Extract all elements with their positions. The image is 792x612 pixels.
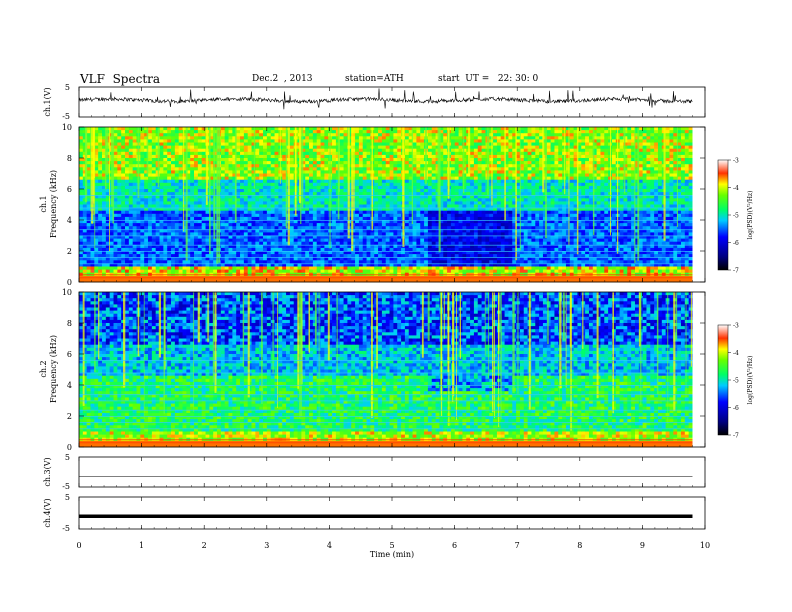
ch2-spec-ytick-0: 0 xyxy=(67,443,72,452)
ch1-spec-ytick-0: 0 xyxy=(67,278,72,287)
ch1-waveform-panel: 5 -5 ch.1(V) xyxy=(43,83,706,121)
ch3-ytick-top: 5 xyxy=(65,453,70,462)
time-tick-3: 3 xyxy=(264,541,269,550)
ch2-spectrogram-image xyxy=(79,292,705,448)
ch1-ylabel: ch.1(V) xyxy=(43,87,52,116)
time-tick-2: 2 xyxy=(202,541,207,550)
ch2-spec-ytick-6: 6 xyxy=(67,350,72,359)
ch2-spec-ytick-10: 10 xyxy=(62,288,72,297)
time-axis-title: Time (min) xyxy=(370,550,414,559)
ch1-colorbar-tick--7: -7 xyxy=(733,268,739,275)
ch3-ytick-bottom: -5 xyxy=(62,482,70,491)
ch1-ytick-bottom: -5 xyxy=(62,112,70,121)
station-label: station=ATH xyxy=(345,74,404,84)
time-tick-0: 0 xyxy=(76,541,81,550)
ch2-colorbar-tick--4: -4 xyxy=(733,350,739,357)
time-tick-5: 5 xyxy=(389,541,394,550)
ch2-spec-ytick-4: 4 xyxy=(67,381,72,390)
ch1-colorbar-label: log(PSD)(V²/Hz) xyxy=(747,191,754,240)
ch2-spec-ytick-8: 8 xyxy=(67,319,72,328)
time-tick-8: 8 xyxy=(577,541,582,550)
ch1-spec-ytick-2: 2 xyxy=(67,247,72,256)
date-label: Dec.2 , 2013 xyxy=(252,74,313,84)
ch1-spectrogram-image xyxy=(79,127,705,283)
time-tick-9: 9 xyxy=(640,541,645,550)
ch2-spec-ytick-2: 2 xyxy=(67,412,72,421)
time-tick-7: 7 xyxy=(515,541,520,550)
ch2-spec-ylabel-channel: ch.2 xyxy=(39,360,48,377)
time-tick-6: 6 xyxy=(452,541,457,550)
ch1-colorbar-tick--5: -5 xyxy=(733,213,739,220)
time-tick-4: 4 xyxy=(327,541,332,550)
ch1-spec-ylabel: Frequency (kHz) xyxy=(49,170,58,238)
ch1-colorbar-tick--6: -6 xyxy=(733,240,739,247)
ch4-ytick-top: 5 xyxy=(65,493,70,502)
ch1-spectrogram-panel: 0 2 4 6 8 10 ch.1 Frequency (kHz) xyxy=(39,123,706,287)
ch2-colorbar-tick--3: -3 xyxy=(733,323,739,330)
ch1-spec-ytick-10: 10 xyxy=(62,123,72,132)
ch1-spec-ytick-4: 4 xyxy=(67,216,72,225)
time-tick-1: 1 xyxy=(139,541,144,550)
ch3-ylabel: ch.3(V) xyxy=(43,457,52,486)
ch1-spec-ylabel-channel: ch.1 xyxy=(39,195,48,212)
ch2-colorbar-tick--5: -5 xyxy=(733,378,739,385)
ch4-ylabel: ch.4(V) xyxy=(43,498,52,527)
ch1-waveform-line xyxy=(78,88,693,110)
start-time-label: start UT = 22: 30: 0 xyxy=(438,74,539,84)
time-axis-labels: 0 1 2 3 4 5 6 7 8 9 10 xyxy=(76,541,710,550)
ch2-colorbar-label: log(PSD)(V²/Hz) xyxy=(747,356,754,405)
time-tick-10: 10 xyxy=(700,541,710,550)
time-axis-ticks xyxy=(78,87,706,529)
ch2-colorbar-tick--6: -6 xyxy=(733,405,739,412)
ch1-spec-ytick-8: 8 xyxy=(67,154,72,163)
ch1-spec-ytick-6: 6 xyxy=(67,185,72,194)
ch4-ytick-bottom: -5 xyxy=(62,524,70,533)
figure-title: VLF Spectra xyxy=(80,72,161,86)
ch1-colorbar: -3 -4 -5 -6 -7 log(PSD)(V²/Hz) xyxy=(717,158,754,275)
ch1-colorbar-tick--4: -4 xyxy=(733,185,739,192)
ch2-spec-ylabel: Frequency (kHz) xyxy=(49,335,58,403)
ch1-ytick-top: 5 xyxy=(65,83,70,92)
ch2-colorbar-tick--7: -7 xyxy=(733,433,739,440)
ch2-colorbar: -3 -4 -5 -6 -7 log(PSD)(V²/Hz) xyxy=(717,323,754,440)
ch4-waveform-panel: 5 -5 ch.4(V) xyxy=(43,493,706,533)
ch2-spectrogram-panel: 0 2 4 6 8 10 ch.2 Frequency (kHz) xyxy=(39,288,706,452)
ch3-waveform-panel: 5 -5 ch.3(V) xyxy=(43,453,706,491)
ch1-colorbar-tick--3: -3 xyxy=(733,158,739,165)
